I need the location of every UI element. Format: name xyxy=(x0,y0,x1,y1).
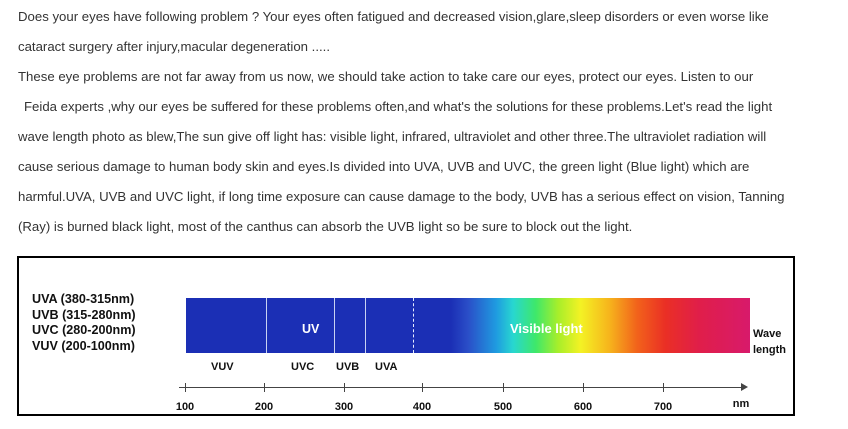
axis-tick xyxy=(185,383,186,392)
band-label-uvb: UVB xyxy=(336,361,360,373)
axis-tick-label: 100 xyxy=(175,401,195,413)
band-label-uva: UVA xyxy=(375,361,398,373)
paragraph-line: harmful.UVA, UVB and UVC light, if long … xyxy=(18,189,785,204)
paragraph-line: (Ray) is burned black light, most of the… xyxy=(18,219,633,234)
wavelength-figure: UVA (380-315nm) UVB (315-280nm) UVC (280… xyxy=(17,256,795,416)
band-label-uvc: UVC xyxy=(291,361,315,373)
spectrum-divider xyxy=(334,298,335,353)
legend-uvb: UVB (315-280nm) xyxy=(32,307,136,322)
axis-arrow-icon xyxy=(741,383,748,391)
wavelength-axis xyxy=(179,387,746,388)
axis-tick xyxy=(344,383,345,392)
axis-tick-label: 600 xyxy=(573,401,593,413)
axis-tick-label: 400 xyxy=(412,401,432,413)
paragraph-line: These eye problems are not far away from… xyxy=(18,69,754,84)
uv-legend: UVA (380-315nm) UVB (315-280nm) UVC (280… xyxy=(32,292,136,354)
band-label-vuv: VUV xyxy=(211,361,234,373)
axis-tick-label: 200 xyxy=(254,401,274,413)
visible-light-label: Visible light xyxy=(510,321,583,336)
paragraph-line: wave length photo as blew,The sun give o… xyxy=(18,129,767,144)
paragraph-text: experts ,why our eyes be suffered for th… xyxy=(57,99,773,114)
legend-vuv: VUV (200-100nm) xyxy=(32,338,135,353)
axis-tick xyxy=(583,383,584,392)
legend-uva: UVA (380-315nm) xyxy=(32,292,135,306)
paragraph-line: cause serious damage to human body skin … xyxy=(18,159,750,174)
wave-length-label: Wave length xyxy=(753,328,786,356)
spectrum-dashed-line xyxy=(413,298,414,353)
axis-unit-label: nm xyxy=(732,398,750,410)
uv-label: UV xyxy=(302,322,320,336)
spectrum-divider xyxy=(266,298,267,353)
axis-tick xyxy=(663,383,664,392)
axis-tick xyxy=(503,383,504,392)
brand-name: Feida xyxy=(24,99,57,114)
axis-tick-label: 700 xyxy=(653,401,673,413)
paragraph-line: cataract surgery after injury,macular de… xyxy=(18,39,331,54)
axis-tick-label: 300 xyxy=(334,401,354,413)
axis-tick-label: 500 xyxy=(493,401,513,413)
spectrum-divider xyxy=(365,298,366,353)
axis-tick xyxy=(264,383,265,392)
article-text: Does your eyes have following problem ? … xyxy=(18,2,844,242)
paragraph-line: Feida experts ,why our eyes be suffered … xyxy=(18,92,844,122)
spectrum-bar: UV Visible light xyxy=(186,298,750,353)
legend-uvc: UVC (280-200nm) xyxy=(32,323,136,337)
paragraph-line: Does your eyes have following problem ? … xyxy=(18,9,769,24)
axis-tick xyxy=(422,383,423,392)
